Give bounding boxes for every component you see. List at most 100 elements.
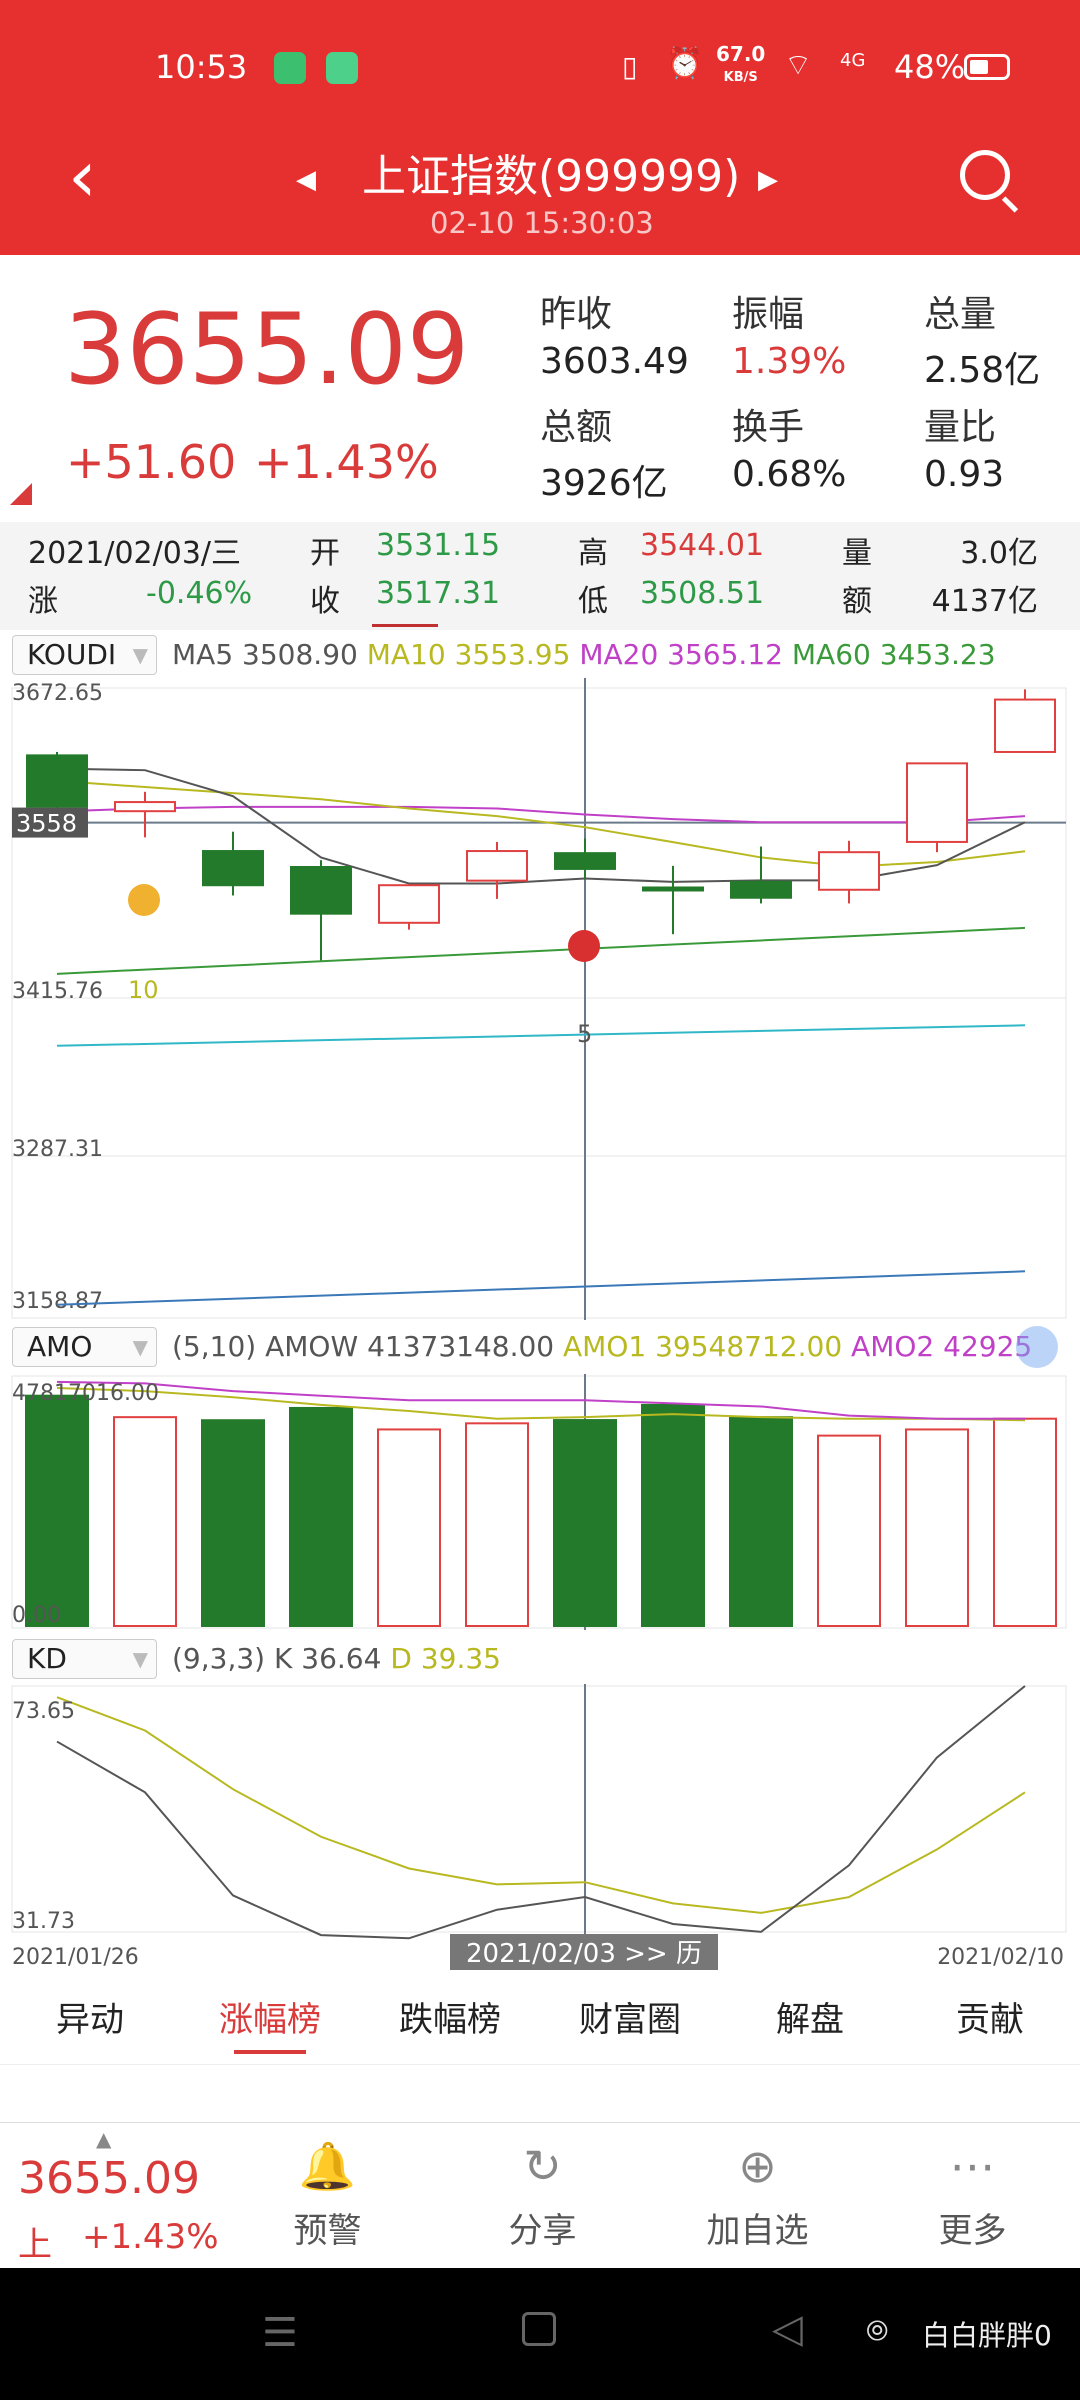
stat-label: 总额 — [540, 407, 613, 448]
blue-line — [56, 1270, 1026, 1306]
tab-1[interactable]: 涨幅榜 — [180, 1975, 360, 2064]
tab-4[interactable]: 解盘 — [720, 1975, 900, 2064]
volume-bar — [377, 1428, 441, 1627]
d-label: D — [390, 1642, 412, 1675]
up-arrow-icon: ▲ — [96, 2127, 112, 2151]
ma20-label: MA20 — [579, 638, 659, 671]
预警-button[interactable]: 🔔 预警 — [220, 2123, 435, 2268]
back-button[interactable]: ‹ — [68, 134, 97, 218]
dropdown-arrow-icon: ▼ — [132, 1647, 148, 1671]
y-tick-label: 47817016.00 — [12, 1381, 159, 1406]
y-tick-label: 73.65 — [12, 1699, 75, 1724]
amo2-label: AMO2 — [851, 1330, 935, 1363]
stat-label: 振幅 — [732, 294, 805, 335]
ma5-value: 3508.90 — [242, 638, 358, 671]
y-tick-label: 3287.31 — [12, 1137, 103, 1162]
volume-value: 3.0亿 — [960, 536, 1038, 571]
event-marker-icon — [568, 930, 600, 962]
select-value: KOUDI — [27, 638, 117, 671]
price-marker-box — [12, 807, 88, 838]
active-tab-indicator — [234, 2050, 306, 2054]
price-change-pct: +1.43% — [254, 435, 439, 489]
status-time: 10:53 — [155, 48, 248, 86]
ma20-line — [56, 805, 1026, 824]
stat-value: 0.93 — [924, 454, 1005, 495]
next-index-button[interactable]: ▶ — [758, 165, 778, 195]
amow-label: AMOW — [265, 1330, 359, 1363]
tab-label: 异动 — [56, 2000, 124, 2040]
x-end-label: 2021/02/10 — [937, 1945, 1064, 1970]
menu-nav-button[interactable]: ☰ — [262, 2310, 298, 2356]
net-speed-unit: KB/S — [723, 70, 758, 85]
bottom-price: 3655.09 — [18, 2153, 200, 2204]
candle-body — [114, 801, 176, 813]
分享-button[interactable]: ↻ 分享 — [435, 2123, 650, 2268]
stat-value: 0.68% — [732, 454, 847, 495]
quote-panel: 3655.09 +51.60 +1.43% 昨收 3603.49 振幅 1.39% 总量… — [0, 255, 1080, 520]
kd-chart[interactable]: 73.65 31.73 2021/01/26 2021/02/10 2021/02/03… — [0, 1684, 1080, 1974]
volume-bar — [25, 1394, 89, 1627]
tab-2[interactable]: 跌幅榜 — [360, 1975, 540, 2064]
button-label: 分享 — [508, 2211, 577, 2251]
prev-index-button[interactable]: ◀ — [296, 165, 316, 195]
low-value: 3508.51 — [640, 576, 765, 611]
network-type: 4G — [840, 50, 866, 71]
volume-bar — [465, 1422, 529, 1627]
candlestick-chart[interactable]: 3672.65 3415.76 3287.31 3158.87 3558 10 5 — [0, 678, 1080, 1320]
y-tick-label: 31.73 — [12, 1909, 75, 1934]
tab-0[interactable]: 异动 — [0, 1975, 180, 2064]
ma-period-label: 5 — [577, 1020, 592, 1048]
app-notification-icon — [326, 52, 358, 84]
更多-button[interactable]: ⋯ 更多 — [865, 2123, 1080, 2268]
close-value: 3517.31 — [376, 576, 501, 611]
current-price: 3655.09 — [64, 293, 470, 407]
tab-label: 解盘 — [776, 2000, 844, 2040]
amo-chart[interactable]: 47817016.00 0.00 — [0, 1374, 1080, 1630]
stat-value: 1.39% — [732, 341, 847, 382]
main-indicator-select[interactable]: KOUDI ▼ — [12, 635, 157, 675]
alarm-icon: ⏰ — [666, 46, 704, 81]
tab-label: 涨幅榜 — [219, 2000, 321, 2040]
main-indicator-bar: KOUDI ▼ MA5 3508.90 MA10 3553.95 MA20 356… — [0, 630, 1080, 680]
tab-5[interactable]: 贡献 — [900, 1975, 1080, 2064]
ma20-value: 3565.12 — [667, 638, 783, 671]
ma60-label: MA60 — [791, 638, 871, 671]
y-tick-label: 3415.76 — [12, 979, 103, 1004]
info-date: 2021/02/03/三 — [28, 536, 242, 571]
select-value: KD — [27, 1642, 67, 1675]
y-tick-label: 3672.65 — [12, 681, 103, 706]
price-marker: 3558 — [16, 810, 77, 838]
ma10-value: 3553.95 — [454, 638, 571, 671]
amo-indicator-select[interactable]: AMO ▼ — [12, 1327, 157, 1367]
candle-body — [554, 852, 616, 870]
change-label: 涨 — [28, 584, 58, 619]
gem-icon — [128, 884, 160, 916]
amo-params: (5,10) — [172, 1330, 257, 1363]
tab-label: 跌幅榜 — [399, 2000, 501, 2040]
volume-bar — [553, 1419, 617, 1627]
volume-bar — [201, 1419, 265, 1628]
k-label: K — [274, 1642, 293, 1675]
stat-label: 昨收 — [540, 294, 613, 335]
tab-3[interactable]: 财富圈 — [540, 1975, 720, 2064]
close-label: 收 — [310, 584, 340, 619]
back-nav-button[interactable]: ◁ — [772, 2306, 803, 2352]
candle-body — [290, 865, 352, 915]
stat-value: 2.58亿 — [924, 350, 1041, 391]
candle-body — [466, 850, 528, 882]
floating-assist-button[interactable] — [1016, 1326, 1058, 1368]
kd-indicator-select[interactable]: KD ▼ — [12, 1639, 157, 1679]
home-nav-button[interactable] — [522, 2312, 556, 2346]
volume-bar — [817, 1434, 881, 1627]
day-info-panel: 2021/02/03/三 开 3531.15 高 3544.01 量 3.0亿 … — [0, 522, 1080, 630]
volume-bar — [993, 1417, 1057, 1628]
bottom-quote: ▲ 3655.09 上 +1.43% — [0, 2123, 220, 2268]
search-button[interactable] — [960, 150, 1019, 213]
high-label: 高 — [578, 536, 608, 571]
ma5-label: MA5 — [172, 638, 234, 671]
battery-icon — [964, 54, 1010, 80]
ma-period-label: 10 — [128, 976, 159, 1004]
net-speed: 67.0 — [716, 42, 766, 66]
y-tick-label: 0.00 — [12, 1603, 61, 1628]
加自选-button[interactable]: ⊕ 加自选 — [650, 2123, 865, 2268]
